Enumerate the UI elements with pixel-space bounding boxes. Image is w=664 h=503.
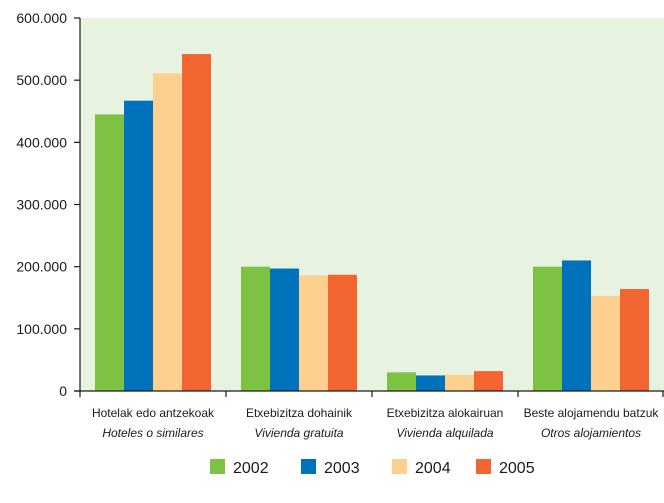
legend-label: 2005 (499, 460, 535, 477)
bars (95, 54, 649, 391)
y-tick-label: 600.000 (16, 10, 67, 26)
legend-label: 2003 (324, 460, 360, 477)
category-sublabel: Vivienda gratuita (254, 426, 344, 440)
bar-2005-3 (474, 371, 503, 391)
bar-2003-4 (562, 260, 591, 391)
x-axis-ticks (79, 391, 664, 397)
category-sublabel: Hoteles o similares (102, 426, 203, 440)
bar-2004-2 (299, 275, 328, 391)
category-label: Hotelak edo antzekoak (92, 406, 215, 420)
bar-2002-4 (533, 266, 562, 391)
y-tick-label: 400.000 (16, 134, 67, 150)
legend-swatch-2003 (301, 459, 316, 474)
category-sublabel: Vivienda alquilada (396, 426, 494, 440)
bar-2005-1 (182, 54, 211, 391)
y-tick-label: 0 (59, 383, 67, 399)
category-label: Beste alojamendu batzuk (524, 406, 660, 420)
category-label: Etxebizitza dohainik (246, 406, 353, 420)
y-tick-label: 500.000 (16, 72, 67, 88)
category-sublabel: Otros alojamientos (541, 426, 641, 440)
y-tick-label: 300.000 (16, 197, 67, 213)
bar-2004-4 (591, 295, 620, 391)
y-tick-label: 200.000 (16, 259, 67, 275)
bar-2004-1 (153, 73, 182, 391)
y-tick-label: 100.000 (16, 321, 67, 337)
legend-swatch-2005 (476, 459, 491, 474)
y-axis-ticks: 0 100.000 200.000 300.000 400.000 500.000 600.… (16, 10, 80, 399)
bar-2002-1 (95, 114, 124, 391)
bar-2005-2 (328, 274, 357, 391)
category-label: Etxebizitza alokairuan (387, 406, 504, 420)
bar-2002-3 (387, 372, 416, 391)
legend-label: 2004 (415, 460, 451, 477)
legend: 2002 2003 2004 2005 (210, 459, 535, 477)
legend-swatch-2004 (392, 459, 407, 474)
bar-2005-4 (620, 289, 649, 391)
legend-swatch-2002 (210, 459, 225, 474)
bar-2002-2 (241, 266, 270, 391)
bar-2003-3 (416, 375, 445, 391)
x-axis-labels: Hotelak edo antzekoak Hoteles o similares… (92, 406, 659, 440)
bar-2004-3 (445, 374, 474, 391)
bar-2003-1 (124, 100, 153, 391)
bar-2003-2 (270, 268, 299, 391)
legend-label: 2002 (233, 460, 269, 477)
